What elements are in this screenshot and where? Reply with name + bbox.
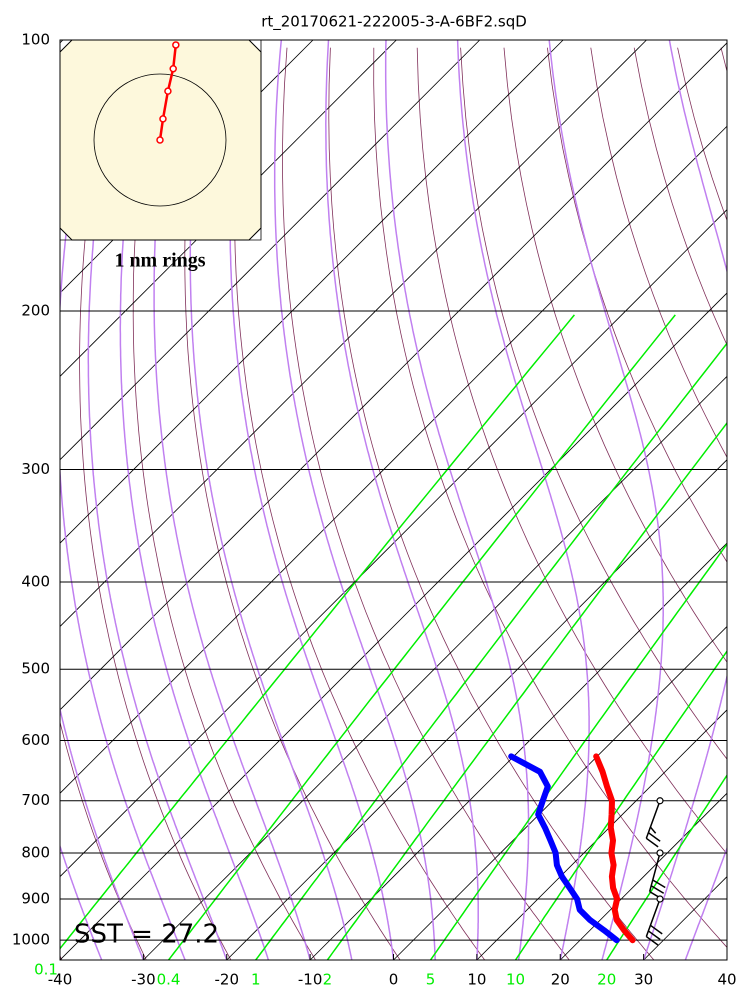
isotherm [60,42,727,711]
moist-adiabat [273,40,436,960]
hodograph-point [164,87,172,95]
hodograph-ring [93,73,227,207]
wind-station [656,895,664,903]
dry-adiabat [590,47,727,459]
mixing-ratio-line [168,314,676,960]
mixing-ratio-line [514,649,727,960]
dry-adiabat [132,47,316,960]
moist-adiabat [60,40,186,960]
dry-adiabat [416,47,727,855]
moist-adiabat [60,40,145,960]
chart-title: rt_20170621-222005-3-A-6BF2.sqD [261,13,527,32]
isotherm [60,125,727,794]
mixing-ratio-label: 0.4 [157,971,181,989]
wind-barb [652,879,666,889]
dry-adiabat [234,47,486,960]
dry-adiabat [373,47,727,948]
wind-barb [650,885,665,894]
y-tick-label: 900 [21,889,50,907]
moist-adiabat [384,40,530,960]
x-tick-label: 20 [551,971,570,989]
isotherm [60,292,727,960]
x-tick-label: 0 [389,971,399,989]
wind-station [656,797,664,805]
wind-staff [645,800,661,839]
y-tick-label: 100 [21,31,50,49]
isotherm [393,625,727,960]
isotherm [226,459,727,960]
moist-adiabat [87,40,228,960]
wind-barb [647,930,661,941]
wind-barb [645,935,659,946]
x-tick-label: -40 [48,971,73,989]
y-tick-label: 300 [21,460,50,478]
isotherm [60,40,481,461]
moist-adiabat [153,40,311,960]
mixing-ratio-label: 5 [426,971,436,989]
dry-adiabat [460,47,727,760]
y-tick-label: 700 [21,791,50,809]
sst-annotation: SST = 27.2 [74,920,219,950]
isotherm [60,40,647,628]
hodograph-point [156,136,164,144]
moist-adiabat [189,40,353,960]
mixing-ratio-label: 20 [597,971,616,989]
y-tick-label: 500 [21,660,50,678]
y-tick-label: 1000 [12,931,50,949]
isotherm [559,792,727,960]
mixing-ratio-line [429,542,727,960]
x-tick-label: -10 [298,971,323,989]
isotherm [143,375,727,960]
x-tick-label: 30 [634,971,653,989]
mixing-ratio-label: 10 [506,971,525,989]
wind-barb [647,832,661,842]
moist-adiabat [325,40,479,960]
mixing-ratio-label: 2 [323,971,333,989]
mixing-ratio-line [255,342,727,960]
y-tick-label: 200 [21,301,50,319]
temperature-profile [593,753,636,944]
moist-adiabat [60,843,103,960]
hodograph-frame [59,39,262,241]
wind-barb [649,826,657,834]
hodograph-point [159,115,167,123]
mixing-ratio-line [606,774,727,960]
isotherm [309,542,727,960]
wind-staff [648,852,661,892]
wind-station [656,849,664,857]
dewpoint-profile [508,753,620,944]
isotherm [60,40,564,544]
hodograph-point [169,64,177,73]
wind-barb [649,924,663,935]
mixing-ratio-label: 0.1 [34,961,58,979]
dry-adiabat [328,47,655,960]
moist-adiabat [119,40,270,960]
dry-adiabat [184,47,401,960]
mixing-ratio-line [326,421,727,960]
mixing-ratio-line [60,314,575,950]
dry-adiabat [282,47,570,960]
moist-adiabat [684,846,727,960]
dry-adiabat [547,47,727,563]
isotherm [476,709,727,960]
x-tick-label: -20 [215,971,240,989]
hodograph-point [172,41,180,49]
wind-staff [645,898,661,937]
mixing-ratio-label: 1 [251,971,261,989]
x-tick-label: 40 [717,971,736,989]
dry-adiabat [503,47,727,663]
moist-adiabat [642,40,727,960]
overlay: 0.10.4 1 2 5 10 20100200300400500600700800900… [12,31,737,989]
hodograph-label: 1 nm rings [114,250,205,272]
x-tick-label: 10 [467,971,486,989]
isotherm [60,209,727,878]
wind-barb [645,837,659,848]
dry-adiabat [79,47,232,960]
y-tick-label: 400 [21,572,50,590]
x-tick-label: -30 [131,971,156,989]
y-tick-label: 600 [21,731,50,749]
y-tick-label: 800 [21,843,50,861]
moist-adiabat [229,40,395,960]
